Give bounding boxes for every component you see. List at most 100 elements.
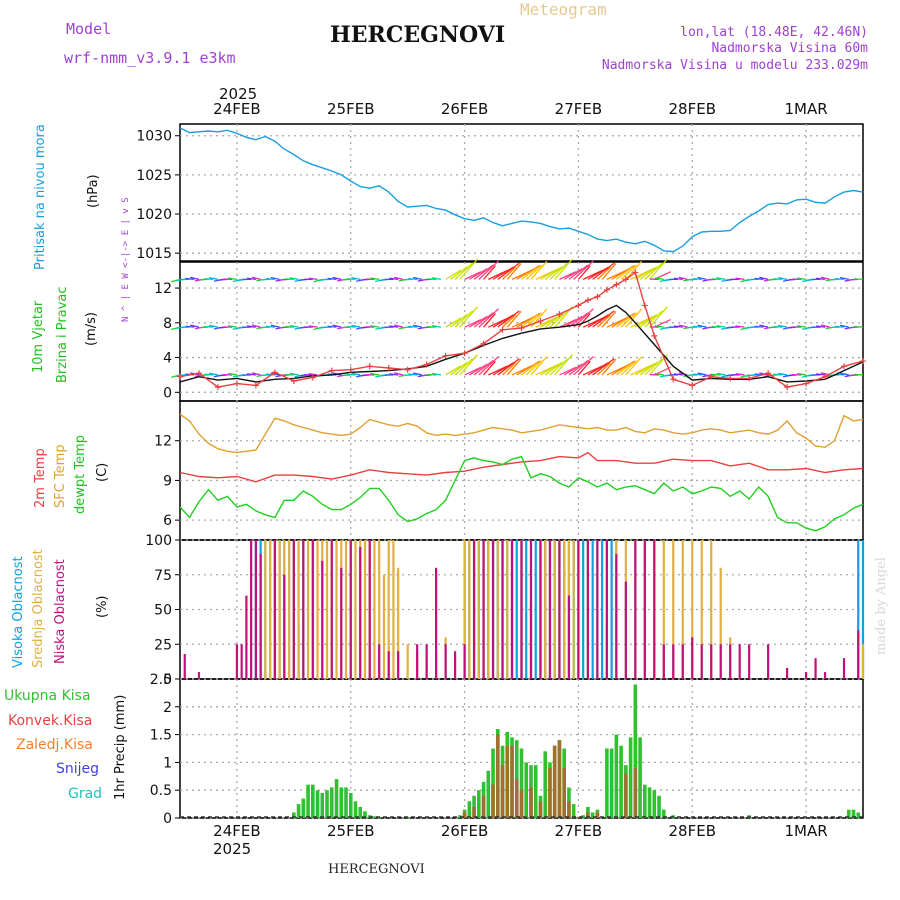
wind-gust-marker: [841, 363, 848, 370]
clouds-bar-niska: [453, 651, 457, 679]
wind-gust-marker: [480, 340, 487, 347]
wind-arrow: [634, 269, 652, 280]
clouds-bar-srednja: [397, 567, 400, 679]
clouds-bar-srednja: [662, 540, 665, 679]
wind-arrow: [639, 361, 658, 376]
temp-y-tick: 9: [163, 473, 172, 489]
wind-arrow: [644, 358, 663, 376]
wind-arrow: [246, 325, 256, 328]
wind-arrow: [265, 277, 275, 281]
wind-arrow: [559, 271, 577, 280]
precip-bar-ukupnakisa: [543, 751, 548, 818]
clouds-bar-niska: [729, 644, 732, 679]
wind-arrow: [540, 365, 557, 376]
wind-gust-marker: [309, 374, 316, 381]
clouds-y-tick: 0: [163, 672, 172, 688]
wind-arrow: [697, 276, 707, 281]
precip-y-tick: 2.5: [150, 672, 172, 688]
wind-arrow: [389, 373, 399, 376]
wind-gust-marker: [622, 276, 629, 283]
wind-arrow: [620, 264, 637, 280]
precip-bar-ukupnakisa: [524, 762, 529, 818]
wind-arrow: [525, 360, 543, 376]
clouds-bar-niska: [786, 667, 789, 679]
clouds-bar-niska: [548, 540, 552, 679]
model-name: wrf-nmm_v3.9.1 e3km: [64, 49, 236, 67]
clouds-bar-niska: [804, 672, 808, 679]
wind-arrow: [408, 277, 418, 281]
precip-bar-ukupnakisa: [856, 812, 861, 818]
wind-gust-marker: [594, 293, 601, 300]
wind-arrow: [478, 260, 500, 280]
wind-arrow: [716, 324, 726, 328]
wind-arrow: [573, 260, 594, 280]
precip-bar-ukupnakisa: [334, 779, 339, 818]
clouds-bar-niska: [292, 540, 295, 679]
wind-arrow: [778, 324, 788, 328]
wind-arrow: [327, 325, 337, 328]
wind-arrow: [596, 362, 611, 376]
pressure-line-pritisak: [179, 127, 864, 253]
temp-y-tick: 6: [163, 513, 172, 529]
legend-snow: Snijeg: [56, 761, 99, 777]
clouds-bar-niska: [529, 540, 533, 679]
precip-bar-ukupnakisa: [605, 748, 609, 818]
date-tick-bottom: 1MAR: [784, 822, 827, 840]
clouds-bar-niska: [586, 540, 590, 679]
precip-bar-ukupnakisa: [467, 801, 472, 818]
wind-gust-marker: [461, 350, 468, 357]
temp-line-dewpttemp: [179, 455, 864, 532]
wind-arrow: [389, 277, 399, 281]
wind-gust-marker: [214, 384, 221, 391]
wind-arrow: [735, 373, 745, 376]
date-tick-top: 1MAR: [784, 100, 827, 118]
clouds-bar-niska: [691, 637, 694, 679]
precip-bar-ukupnakisa: [851, 809, 856, 818]
clouds-bar-visoka: [582, 540, 585, 679]
precip-y-tick: 0: [163, 811, 172, 827]
wind-arrow: [735, 277, 745, 281]
wind-arrow: [601, 263, 617, 280]
wind-gust-marker: [556, 311, 563, 318]
wind-gust-marker: [575, 302, 582, 309]
wind-arrow: [559, 366, 577, 376]
clouds-bar-niska: [425, 644, 428, 679]
model-elevation-label: Nadmorska Visina u modelu 233.029m: [601, 58, 868, 73]
date-tick-top: 24FEB: [213, 100, 260, 118]
precip-bar-ukupnakisa: [458, 815, 462, 818]
clouds-bar-visoka: [861, 540, 865, 679]
clouds-bar-srednja: [316, 540, 319, 679]
clouds-bar-niska: [615, 553, 618, 679]
wind-gust-marker: [442, 352, 449, 359]
wind-arrow: [573, 308, 594, 328]
precip-bar-ukupnakisa: [306, 784, 310, 818]
wind-arrow: [639, 266, 658, 280]
wind-arrow: [431, 277, 441, 281]
wind-arrow: [431, 372, 441, 376]
wind-gust-marker: [177, 373, 183, 380]
wind-arrow: [289, 372, 299, 376]
wind-arrow: [394, 276, 404, 281]
wind-arrow: [649, 306, 668, 328]
wind-arrow: [587, 362, 609, 376]
clouds-bar-niska: [254, 540, 257, 679]
dewpt-temp-label: dewpt Temp: [73, 435, 88, 514]
wind-arrow: [459, 306, 479, 328]
clouds-bar-srednja: [387, 540, 390, 679]
wind-arrow: [483, 360, 496, 376]
wind-arrow: [208, 324, 219, 328]
clouds-bar-srednja: [363, 540, 367, 679]
precip-bar-ukupnakisa: [846, 809, 851, 818]
wind-arrow: [820, 324, 830, 328]
wind-arrow: [468, 315, 488, 328]
wind-arrow: [454, 310, 474, 328]
wind-gust-marker: [784, 384, 791, 391]
wind-arrow: [554, 258, 573, 280]
wind-arrow: [289, 324, 299, 328]
wind-arrow: [190, 276, 200, 281]
wind-arrow: [265, 373, 275, 376]
wind-gust-marker: [860, 358, 866, 365]
clouds-bar-niska: [359, 546, 362, 679]
wind-arrow: [449, 266, 468, 280]
